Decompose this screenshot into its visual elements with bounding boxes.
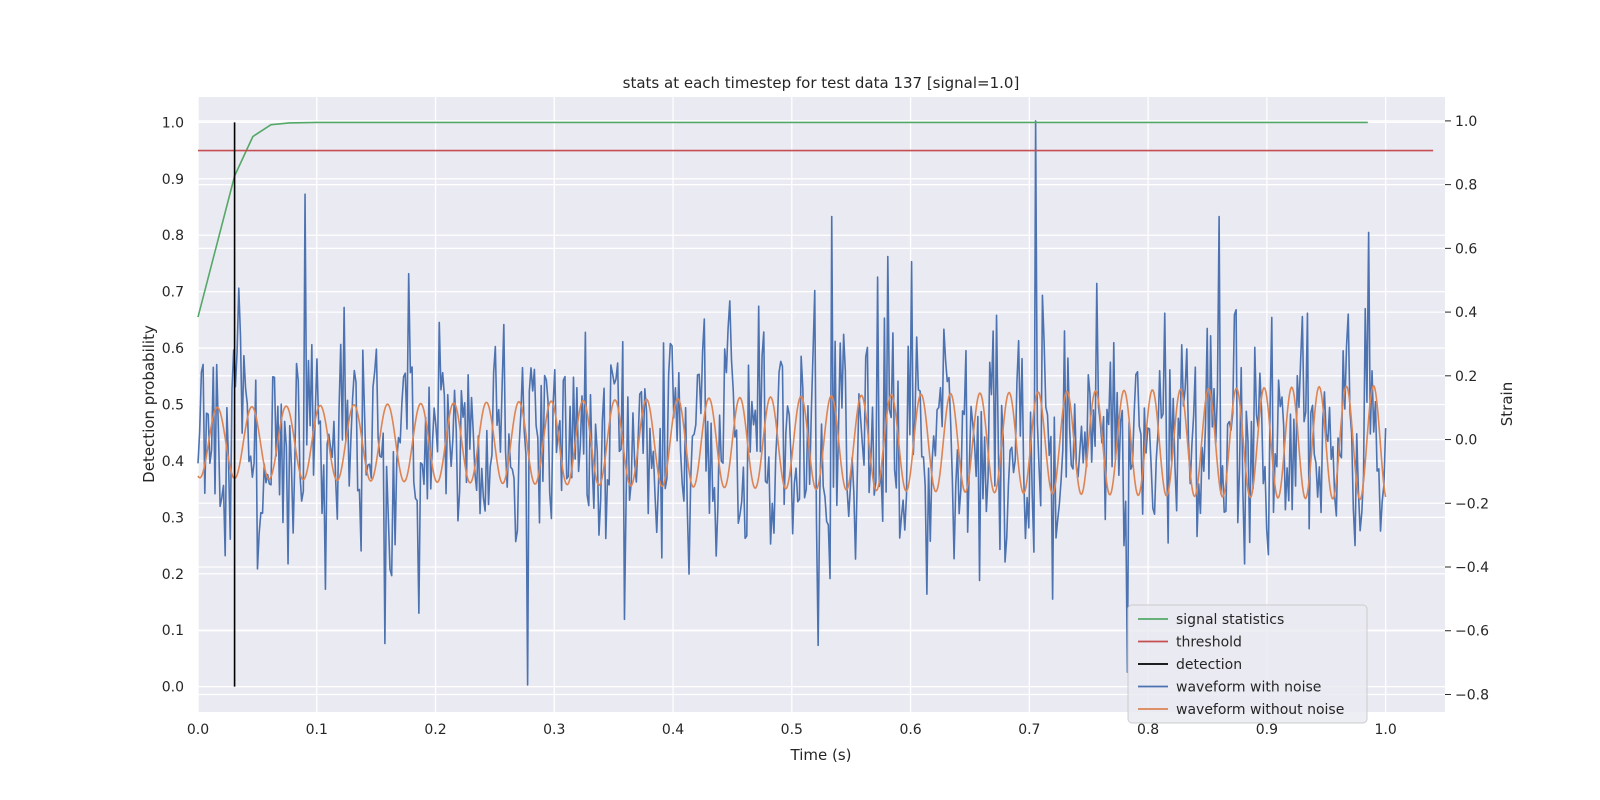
x-tick-label: 1.0 [1374,722,1396,738]
legend: signal statistics threshold detection wavef… [1127,604,1368,724]
x-axis-label: Time (s) [790,746,852,764]
y-right-tick-label: 0.0 [1455,433,1477,449]
series-waveform-without-noise [197,384,1387,501]
y-right-tick-label: 0.8 [1455,178,1477,194]
y-right-tick-label: −0.2 [1455,496,1489,512]
y-axis-label-left: Detection probability [140,325,158,483]
series-signal-statistics [197,121,1368,318]
x-tick-label: 0.7 [1018,722,1040,738]
x-tick-label: 0.2 [424,722,446,738]
x-tick-label: 0.3 [543,722,565,738]
legend-label: waveform with noise [1176,680,1321,696]
x-tick-label: 0.4 [662,722,684,738]
legend-label: threshold [1176,635,1242,651]
y-left-tick-label: 0.7 [162,285,184,301]
x-tick-label: 0.1 [306,722,328,738]
y-left-tick-label: 0.3 [162,510,184,526]
series-waveform-with-noise [197,120,1387,686]
y-left-tick-label: 0.1 [162,623,184,639]
legend-label: waveform without noise [1176,702,1344,718]
y-right-tick-label: 1.0 [1455,114,1477,130]
chart-title: stats at each timestep for test data 137… [623,74,1020,92]
y-right-tick-label: 0.6 [1455,241,1477,257]
y-right-tick-label: 0.4 [1455,305,1477,321]
y-right-tick-label: −0.4 [1455,560,1489,576]
x-tick-label: 0.8 [1137,722,1159,738]
x-tick-label: 0.5 [781,722,803,738]
legend-label: signal statistics [1176,612,1284,628]
y-axis-label-right: Strain [1498,382,1516,426]
y-left-tick-label: 0.2 [162,567,184,583]
y-left-tick-label: 0.9 [162,172,184,188]
legend-box [1127,604,1368,724]
y-right-tick-label: −0.6 [1455,624,1489,640]
x-tick-label: 0.0 [187,722,209,738]
y-right-tick-label: −0.8 [1455,687,1489,703]
y-left-tick-label: 1.0 [162,115,184,131]
series-layer [197,120,1434,687]
y-left-tick-label: 0.4 [162,454,184,470]
y-left-tick-label: 0.8 [162,228,184,244]
legend-label: detection [1176,657,1242,673]
x-tick-label: 0.6 [899,722,921,738]
y-left-tick-label: 0.0 [162,680,184,696]
axis-layer: 0.0 0.1 0.2 0.3 0.4 0.5 0.6 0.7 0.8 0.9 1.0 0.0 0.1 0… [162,114,1489,738]
y-right-tick-label: 0.2 [1455,369,1477,385]
y-left-tick-label: 0.6 [162,341,184,357]
x-tick-label: 0.9 [1256,722,1278,738]
y-left-tick-label: 0.5 [162,398,184,414]
